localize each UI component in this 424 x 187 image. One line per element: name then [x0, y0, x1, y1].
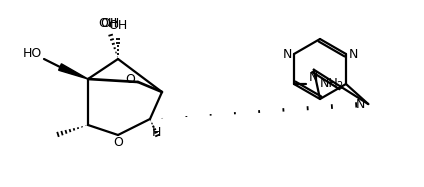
Text: O: O: [113, 136, 123, 148]
Text: H: H: [151, 126, 161, 140]
Text: N: N: [282, 47, 292, 61]
Text: OH: OH: [98, 16, 117, 30]
Text: OH: OH: [100, 16, 120, 30]
Text: N: N: [356, 98, 365, 111]
Text: NH: NH: [320, 76, 339, 90]
Text: HO: HO: [22, 47, 42, 59]
Text: OH: OH: [109, 19, 128, 31]
Text: O: O: [125, 73, 135, 85]
Polygon shape: [59, 64, 88, 79]
Text: N: N: [309, 71, 318, 84]
Text: N: N: [348, 47, 358, 61]
Text: 2: 2: [336, 81, 342, 91]
